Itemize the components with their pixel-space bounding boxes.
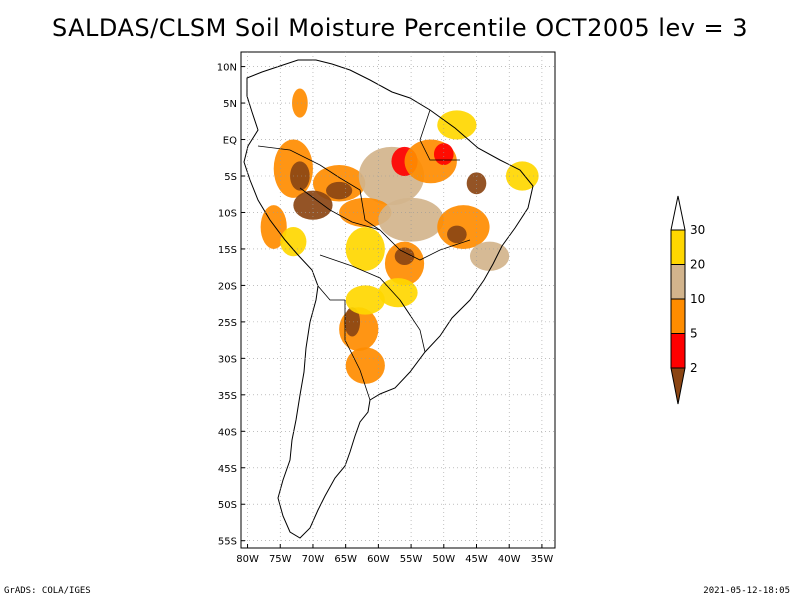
legend-label: 20	[690, 258, 705, 272]
lat-label: 50S	[218, 500, 237, 511]
latitude-labels: 10N 5N EQ 5S 10S 15S 20S 25S 30S 35S 40S 45S 50S 55S	[217, 63, 237, 548]
lon-label: 80W	[236, 554, 259, 565]
legend-label: 10	[690, 292, 705, 306]
lat-label: 20S	[218, 281, 237, 292]
legend-swatch	[670, 298, 686, 334]
legend-swatch	[670, 333, 686, 369]
moisture-patch-red	[433, 143, 454, 166]
moisture-patch-brown	[290, 161, 310, 191]
legend-bottom-arrow	[670, 367, 686, 405]
lat-label: 40S	[218, 427, 237, 438]
legend-swatch	[670, 229, 686, 265]
moisture-patch-gold	[378, 278, 418, 308]
lat-label: 30S	[218, 354, 237, 365]
soil-moisture-field	[260, 88, 539, 384]
moisture-patch-brown	[394, 247, 415, 265]
legend-label: 30	[690, 223, 705, 237]
lon-label: 40W	[498, 554, 521, 565]
legend-top-arrow	[670, 195, 686, 231]
lat-label: 5N	[223, 99, 237, 110]
south-america-coastline	[243, 59, 534, 539]
lat-label: 35S	[218, 391, 237, 402]
legend-label: 5	[690, 327, 698, 341]
plot-frame	[240, 51, 556, 549]
lon-label: 75W	[269, 554, 292, 565]
longitude-labels: 80W 75W 70W 65W 60W 55W 50W 45W 40W 35W	[236, 554, 553, 565]
lon-label: 45W	[465, 554, 488, 565]
lat-label: 15S	[218, 245, 237, 256]
lon-label: 60W	[367, 554, 390, 565]
moisture-patch-gold	[437, 110, 477, 140]
lat-label: 25S	[218, 318, 237, 329]
lat-label: 10N	[217, 63, 237, 74]
chart-title: SALDAS/CLSM Soil Moisture Percentile OCT…	[51, 14, 749, 42]
lon-label: 55W	[400, 554, 423, 565]
lon-label: 50W	[432, 554, 455, 565]
lat-label: EQ	[223, 136, 237, 147]
lon-label: 35W	[531, 554, 554, 565]
color-legend: 30 20 10 5 2	[670, 195, 705, 405]
moisture-patch-gold	[280, 227, 307, 257]
moisture-patch-brown	[466, 172, 487, 195]
footer-credit: GrADS: COLA/IGES	[4, 586, 91, 596]
lat-label: 5S	[224, 172, 237, 183]
gridlines	[241, 52, 555, 548]
moisture-patch-tan	[378, 197, 444, 242]
moisture-patch-brown	[293, 190, 333, 220]
moisture-patch-orange	[292, 88, 308, 118]
lat-label: 45S	[218, 464, 237, 475]
country-borders	[257, 109, 471, 401]
legend-label: 2	[690, 361, 698, 375]
lon-label: 70W	[302, 554, 325, 565]
lat-label: 55S	[218, 537, 237, 548]
moisture-patch-brown	[344, 307, 361, 337]
moisture-patch-gold	[345, 285, 385, 315]
moisture-patch-brown	[326, 181, 353, 200]
legend-swatch	[670, 264, 686, 300]
lat-label: 10S	[218, 208, 237, 219]
moisture-patch-tan	[469, 241, 510, 271]
moisture-patch-orange	[345, 347, 385, 384]
footer-timestamp: 2021-05-12-18:05	[703, 586, 790, 596]
lon-label: 65W	[334, 554, 357, 565]
moisture-patch-brown	[447, 225, 467, 244]
